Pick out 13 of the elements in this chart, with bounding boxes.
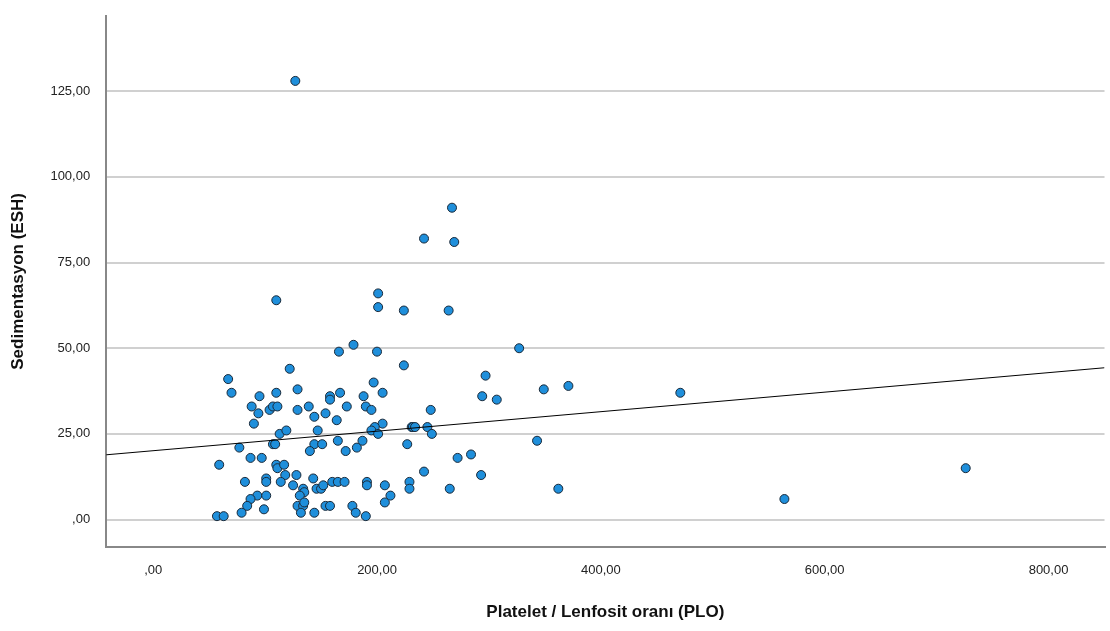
x-tick-label: ,00 — [144, 562, 163, 578]
y-tick-label: 75,00 — [57, 254, 91, 270]
x-tick-label: 200,00 — [357, 562, 397, 578]
x-tick-label: 800,00 — [1028, 562, 1069, 578]
y-tick-label: 25,00 — [57, 425, 91, 441]
y-tick-label: 100,00 — [50, 168, 91, 184]
y-axis-title: Sedimentasyon (ESH) — [7, 193, 27, 370]
y-tick-label: ,00 — [72, 511, 91, 527]
x-tick-label: 600,00 — [804, 562, 845, 578]
y-tick-label: 125,00 — [50, 82, 91, 98]
x-axis-title: Platelet / Lenfosit oranı (PLO) — [486, 602, 725, 622]
y-tick-label: 50,00 — [57, 339, 91, 355]
x-tick-label: 400,00 — [580, 562, 621, 578]
